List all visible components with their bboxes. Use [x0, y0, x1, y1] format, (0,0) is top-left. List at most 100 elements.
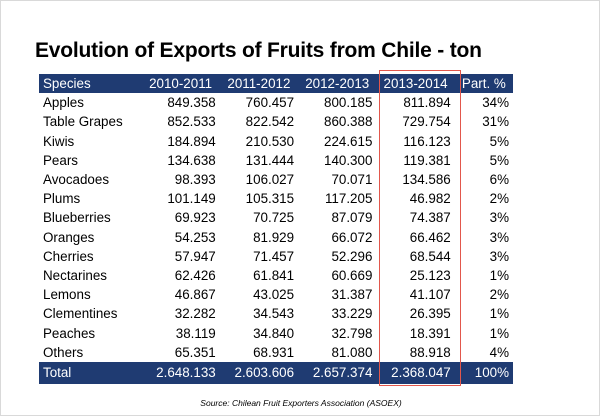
value-cell: 81.080	[331, 344, 373, 360]
header-2010-2011: 2010-2011	[149, 76, 213, 92]
value-cell: 65.351	[174, 344, 216, 360]
header-2013-2014: 2013-2014	[383, 76, 448, 92]
value-cell: 98.393	[174, 172, 216, 188]
table-row: Nectarines 62.426 61.841 60.669 25.123 1%	[39, 266, 513, 285]
species-cell: Table Grapes	[43, 114, 123, 130]
page-title: Evolution of Exports of Fruits from Chil…	[35, 39, 482, 62]
header-2012-2013: 2012-2013	[305, 76, 370, 92]
value-cell: 134.586	[402, 172, 451, 188]
value-cell: 224.615	[324, 133, 373, 149]
value-cell: 46.867	[174, 287, 216, 303]
total-row: Total 2.648.133 2.603.606 2.657.374 2.36…	[39, 361, 513, 384]
part-percent-cell: 1%	[489, 306, 509, 322]
table-header-row: Species 2010-2011 2011-2012 2012-2013 20…	[39, 74, 513, 94]
table-row: Cherries 57.947 71.457 52.296 68.544 3%	[39, 247, 513, 266]
table-row: Blueberries 69.923 70.725 87.079 74.387 3%	[39, 208, 513, 227]
value-cell: 800.185	[324, 95, 373, 111]
value-cell: 131.444	[245, 152, 295, 168]
part-percent-cell: 6%	[489, 172, 509, 188]
table-row: Avocadoes 98.393 106.027 70.071 134.586 6%	[39, 170, 513, 189]
value-cell: 68.931	[253, 344, 295, 360]
part-percent-cell: 5%	[489, 133, 509, 149]
value-cell: 25.123	[409, 267, 451, 283]
value-cell: 68.544	[409, 248, 451, 264]
table-row: Plums 101.149 105.315 117.205 46.982 2%	[39, 189, 513, 208]
value-cell: 760.457	[245, 95, 295, 111]
value-cell: 71.457	[253, 248, 295, 264]
total-cell: 2.648.133	[156, 364, 216, 380]
part-percent-cell: 3%	[489, 210, 509, 226]
species-cell: Pears	[43, 152, 78, 168]
value-cell: 62.426	[174, 267, 216, 283]
value-cell: 101.149	[167, 191, 216, 207]
value-cell: 32.282	[174, 306, 216, 322]
value-cell: 88.918	[409, 344, 451, 360]
value-cell: 69.923	[174, 210, 216, 226]
part-percent-cell: 34%	[482, 95, 509, 111]
value-cell: 822.542	[245, 114, 295, 130]
value-cell: 66.072	[331, 229, 373, 245]
table-row: Pears 134.638 131.444 140.300 119.381 5%	[39, 151, 513, 170]
total-cell: 2.657.374	[312, 364, 373, 380]
part-percent-cell: 4%	[489, 344, 509, 360]
total-part-cell: 100%	[474, 364, 509, 380]
value-cell: 60.669	[331, 267, 373, 283]
part-percent-cell: 31%	[482, 114, 509, 130]
value-cell: 66.462	[409, 229, 451, 245]
part-percent-cell: 1%	[489, 267, 509, 283]
exports-table: Species 2010-2011 2011-2012 2012-2013 20…	[39, 74, 513, 384]
value-cell: 106.027	[245, 172, 295, 188]
value-cell: 57.947	[174, 248, 216, 264]
species-cell: Oranges	[43, 229, 95, 245]
species-cell: Lemons	[43, 287, 91, 303]
table-row: Apples 849.358 760.457 800.185 811.894 34%	[39, 93, 513, 112]
part-percent-cell: 2%	[489, 191, 509, 207]
value-cell: 70.071	[331, 172, 373, 188]
value-cell: 87.079	[331, 210, 373, 226]
header-part-percent: Part. %	[461, 76, 506, 92]
table-row: Peaches 38.119 34.840 32.798 18.391 1%	[39, 323, 513, 342]
value-cell: 34.840	[253, 325, 295, 341]
value-cell: 849.358	[167, 95, 216, 111]
part-percent-cell: 3%	[489, 229, 509, 245]
value-cell: 184.894	[167, 133, 216, 149]
value-cell: 116.123	[403, 133, 451, 149]
value-cell: 852.533	[167, 114, 216, 130]
table-row: Oranges 54.253 81.929 66.072 66.462 3%	[39, 228, 513, 247]
value-cell: 134.638	[167, 152, 216, 168]
species-cell: Nectarines	[43, 267, 108, 283]
part-percent-cell: 3%	[489, 248, 509, 264]
part-percent-cell: 1%	[489, 325, 509, 341]
species-cell: Apples	[43, 95, 84, 111]
value-cell: 210.530	[245, 133, 295, 149]
value-cell: 41.107	[409, 287, 451, 303]
value-cell: 18.391	[409, 325, 451, 341]
value-cell: 140.300	[324, 152, 373, 168]
value-cell: 61.841	[253, 267, 295, 283]
species-cell: Others	[43, 344, 84, 360]
species-cell: Avocadoes	[43, 172, 110, 188]
table-row: Clementines 32.282 34.543 33.229 26.395 1%	[39, 304, 513, 323]
value-cell: 26.395	[409, 306, 451, 322]
header-species: Species	[43, 76, 91, 92]
value-cell: 70.725	[253, 210, 295, 226]
value-cell: 105.315	[245, 191, 295, 207]
value-cell: 31.387	[331, 287, 373, 303]
total-cell: 2.368.047	[391, 364, 451, 380]
value-cell: 52.296	[331, 248, 373, 264]
species-cell: Cherries	[43, 248, 94, 264]
value-cell: 811.894	[403, 95, 451, 111]
value-cell: 38.119	[175, 325, 216, 341]
source-note: Source: Chilean Fruit Exporters Associat…	[200, 398, 402, 408]
value-cell: 729.754	[402, 114, 451, 130]
value-cell: 860.388	[324, 114, 373, 130]
value-cell: 32.798	[331, 325, 373, 341]
value-cell: 117.205	[324, 191, 373, 207]
species-cell: Plums	[43, 191, 81, 207]
species-cell: Peaches	[43, 325, 96, 341]
value-cell: 119.381	[403, 152, 451, 168]
total-cell: 2.603.606	[234, 364, 295, 380]
table-row: Others 65.351 68.931 81.080 88.918 4%	[39, 343, 513, 362]
value-cell: 43.025	[253, 287, 295, 303]
